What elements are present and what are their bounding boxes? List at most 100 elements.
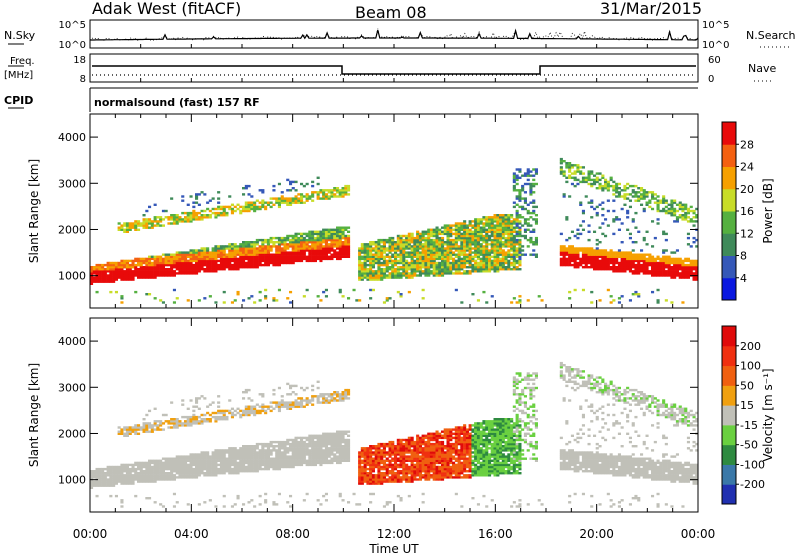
echo-cell bbox=[142, 424, 146, 427]
echo-cell bbox=[184, 424, 188, 427]
echo-cell bbox=[568, 290, 572, 294]
echo-cell bbox=[139, 472, 143, 475]
echo-cell bbox=[396, 243, 400, 246]
echo-cell bbox=[272, 459, 276, 462]
echo-cell bbox=[341, 234, 345, 238]
echo-cell bbox=[242, 470, 246, 473]
echo-cell bbox=[460, 253, 464, 256]
echo-cell bbox=[620, 255, 624, 258]
echo-cell bbox=[488, 218, 492, 221]
echo-cell bbox=[510, 230, 514, 233]
echo-cell bbox=[219, 257, 223, 261]
echo-cell bbox=[311, 230, 315, 233]
echo-cell bbox=[515, 168, 519, 171]
echo-cell bbox=[656, 195, 660, 198]
echo-cell bbox=[523, 236, 527, 240]
echo-cell bbox=[432, 249, 436, 252]
echo-cell bbox=[347, 184, 351, 188]
echo-cell bbox=[217, 253, 221, 256]
echo-cell bbox=[206, 459, 210, 462]
echo-cell bbox=[667, 211, 671, 215]
echo-cell bbox=[250, 451, 254, 454]
echo-cell bbox=[230, 255, 234, 258]
echo-cell bbox=[377, 243, 381, 246]
echo-cell bbox=[391, 261, 395, 265]
echo-cell bbox=[474, 218, 478, 221]
echo-cell bbox=[360, 257, 364, 261]
echo-cell bbox=[488, 216, 492, 219]
echo-cell bbox=[490, 224, 494, 227]
echo-cell bbox=[344, 241, 348, 244]
echo-cell bbox=[272, 197, 276, 200]
echo-cell bbox=[427, 232, 431, 236]
echo-cell bbox=[391, 263, 395, 267]
echo-cell bbox=[590, 259, 594, 263]
echo-cell bbox=[217, 470, 221, 473]
echo-cell bbox=[579, 259, 583, 263]
echo-cell bbox=[239, 455, 243, 458]
echo-cell bbox=[333, 253, 337, 256]
echo-cell bbox=[501, 218, 505, 221]
echo-cell bbox=[90, 484, 94, 487]
echo-cell bbox=[604, 180, 608, 184]
echo-cell bbox=[501, 224, 505, 227]
echo-cell bbox=[474, 238, 478, 242]
echo-cell bbox=[114, 270, 118, 273]
echo-cell bbox=[217, 251, 221, 254]
echo-cell bbox=[139, 463, 143, 467]
echo-cell bbox=[628, 184, 632, 188]
echo-cell bbox=[222, 411, 226, 415]
echo-cell bbox=[203, 214, 207, 217]
echo-cell bbox=[485, 255, 489, 258]
echo-cell bbox=[584, 178, 588, 182]
echo-cell bbox=[424, 255, 428, 258]
echo-cell bbox=[363, 274, 367, 277]
echo-cell bbox=[449, 251, 453, 254]
echo-cell bbox=[330, 245, 334, 248]
echo-cell bbox=[239, 243, 243, 246]
echo-cell bbox=[203, 461, 207, 465]
echo-cell bbox=[405, 259, 409, 263]
echo-cell bbox=[211, 247, 215, 250]
echo-cell bbox=[197, 270, 201, 273]
echo-cell bbox=[266, 263, 270, 267]
echo-cell bbox=[634, 263, 638, 267]
echo-cell bbox=[269, 463, 273, 467]
echo-cell bbox=[581, 247, 585, 250]
echo-cell bbox=[275, 236, 279, 240]
echo-cell bbox=[468, 257, 472, 261]
echo-cell bbox=[526, 172, 530, 175]
echo-cell bbox=[529, 189, 533, 192]
echo-cell bbox=[645, 201, 649, 204]
echo-cell bbox=[134, 428, 138, 431]
echo-cell bbox=[101, 270, 105, 273]
echo-cell bbox=[170, 401, 174, 404]
echo-cell bbox=[283, 241, 287, 244]
echo-cell bbox=[468, 266, 472, 269]
echo-cell bbox=[410, 232, 414, 236]
echo-cell bbox=[184, 465, 188, 469]
echo-cell bbox=[360, 268, 364, 271]
echo-cell bbox=[272, 393, 276, 396]
echo-cell bbox=[184, 467, 188, 471]
echo-cell bbox=[95, 484, 99, 487]
echo-cell bbox=[366, 251, 370, 254]
echo-cell bbox=[656, 257, 660, 261]
echo-cell bbox=[634, 184, 638, 188]
echo-cell bbox=[264, 499, 268, 502]
echo-cell bbox=[532, 199, 536, 202]
echo-cell bbox=[573, 257, 577, 261]
echo-cell bbox=[269, 451, 273, 454]
echo-cell bbox=[275, 247, 279, 250]
echo-cell bbox=[485, 266, 489, 269]
echo-cell bbox=[465, 270, 469, 273]
echo-cell bbox=[164, 465, 168, 469]
echo-cell bbox=[653, 266, 657, 269]
echo-cell bbox=[620, 295, 624, 298]
echo-cell bbox=[228, 249, 232, 252]
echo-cell bbox=[175, 257, 179, 261]
echo-cell bbox=[612, 257, 616, 261]
echo-cell bbox=[449, 272, 453, 275]
echo-cell bbox=[167, 272, 171, 275]
echo-cell bbox=[416, 259, 420, 263]
